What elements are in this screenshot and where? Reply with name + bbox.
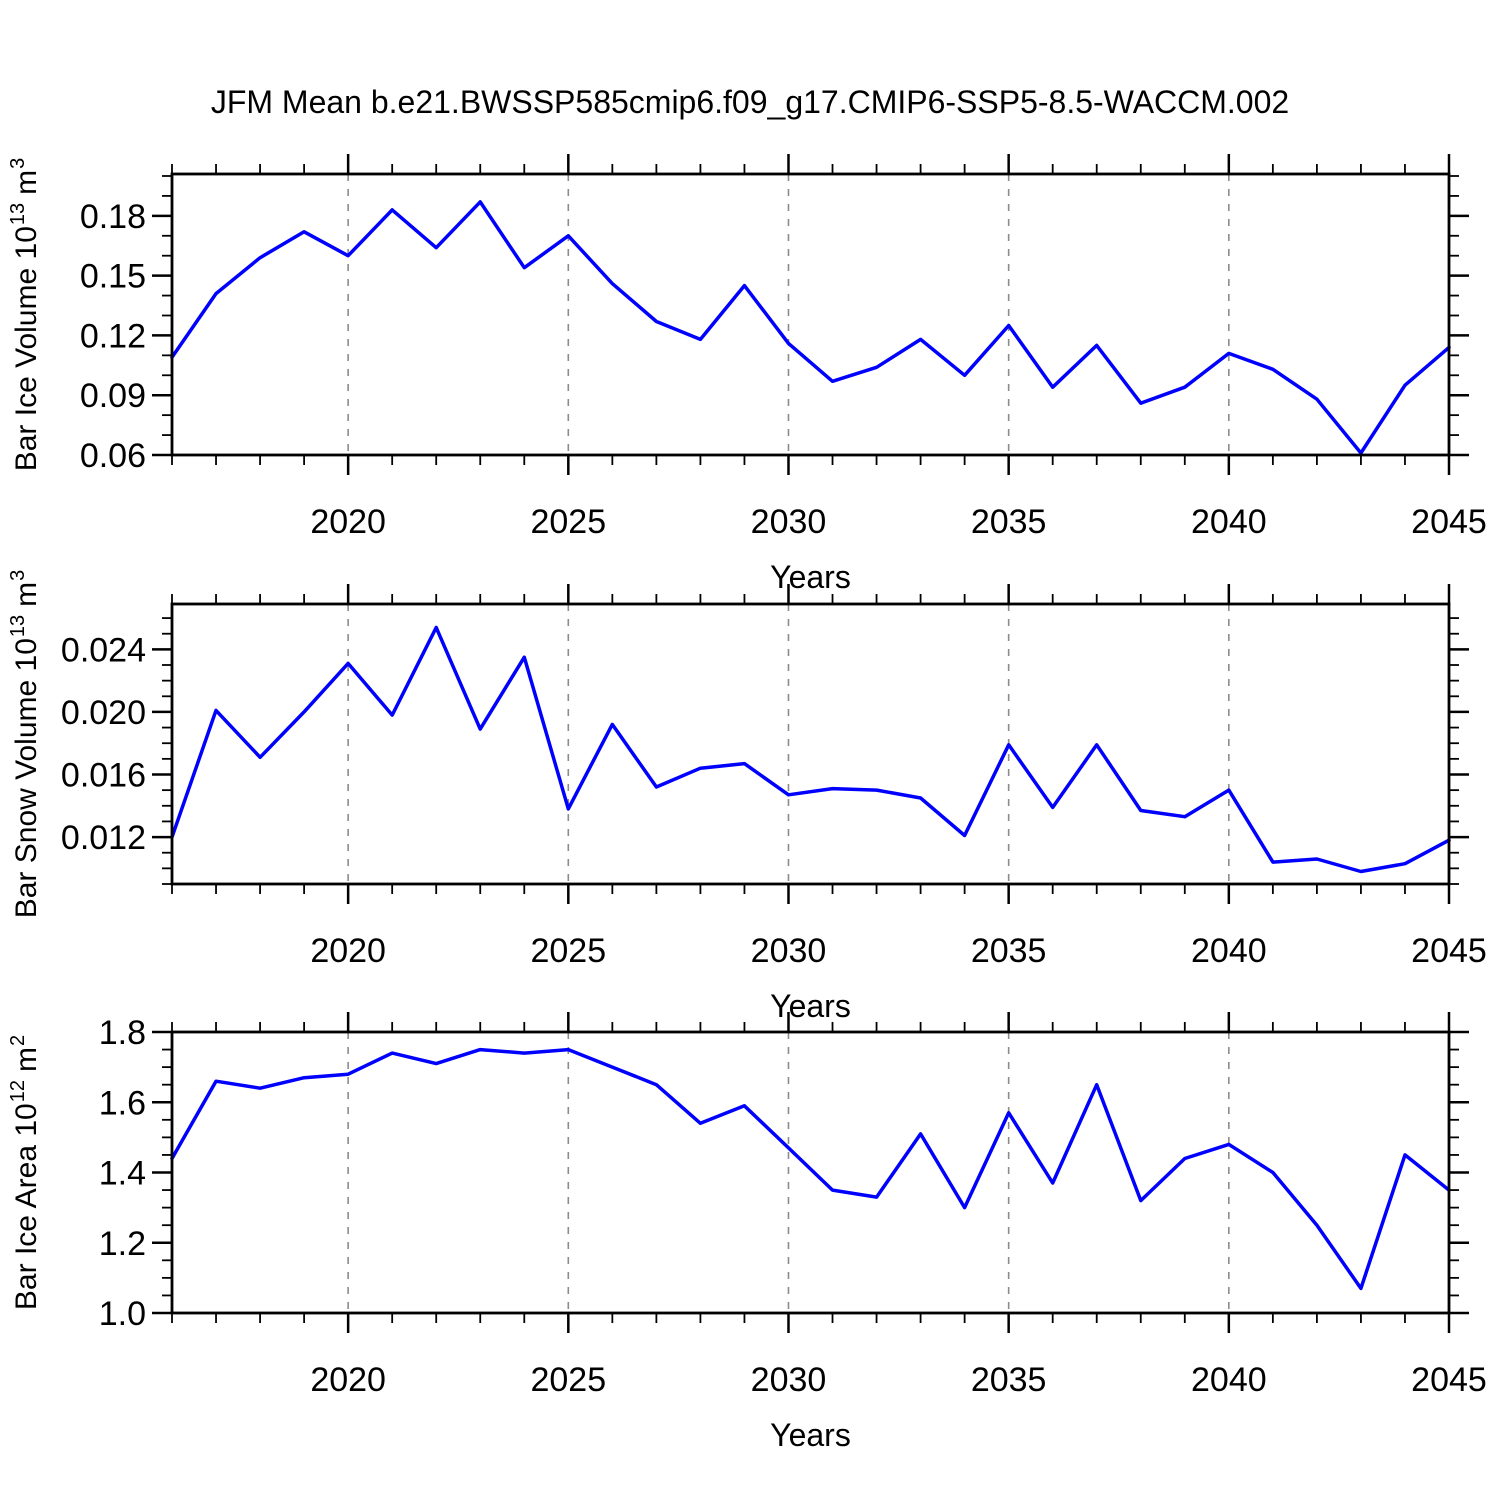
y-tick-label: 0.016	[61, 757, 146, 795]
y-tick-label: 1.0	[99, 1295, 146, 1333]
y-tick-label: 0.024	[61, 631, 146, 669]
plot-frame	[170, 602, 1451, 886]
x-tick-label: 2030	[751, 1361, 827, 1399]
x-tick-label: 2020	[310, 503, 386, 541]
y-tick-label: 1.6	[99, 1084, 146, 1122]
x-tick-label: 2045	[1411, 932, 1487, 970]
x-tick-label: 2035	[971, 503, 1047, 541]
x-tick-label: 2030	[751, 503, 827, 541]
x-tick-label: 2035	[971, 932, 1047, 970]
x-tick-label: 2035	[971, 1361, 1047, 1399]
x-tick-label: 2040	[1191, 932, 1267, 970]
y-tick-label: 1.8	[99, 1014, 146, 1052]
x-axis-title: Years	[770, 1417, 851, 1453]
x-tick-label: 2025	[530, 503, 606, 541]
x-tick-label: 2045	[1411, 503, 1487, 541]
x-axis-title: Years	[770, 988, 851, 1024]
y-tick-label: 0.09	[80, 377, 146, 415]
plot-frame	[170, 172, 1451, 457]
x-axis-title: Years	[770, 559, 851, 595]
y-tick-label: 0.15	[80, 258, 146, 296]
figure-title: JFM Mean b.e21.BWSSP585cmip6.f09_g17.CMI…	[211, 84, 1289, 120]
y-tick-label: 0.020	[61, 694, 146, 732]
data-line-bar-ice-area	[170, 1047, 1451, 1291]
x-tick-label: 2025	[530, 932, 606, 970]
data-line-bar-snow-volume	[170, 625, 1451, 874]
x-tick-label: 2030	[751, 932, 827, 970]
data-line-bar-ice-volume	[170, 200, 1451, 455]
y-tick-label: 0.18	[80, 198, 146, 236]
y-tick-label: 0.06	[80, 437, 146, 475]
x-tick-label: 2045	[1411, 1361, 1487, 1399]
x-tick-label: 2020	[310, 1361, 386, 1399]
x-tick-label: 2040	[1191, 1361, 1267, 1399]
y-axis-title: Bar Ice Area 1012m2	[7, 1035, 43, 1310]
x-tick-label: 2025	[530, 1361, 606, 1399]
y-axis-title: Bar Snow Volume 1013m3	[7, 570, 43, 919]
y-tick-label: 1.4	[99, 1155, 146, 1193]
x-tick-label: 2020	[310, 932, 386, 970]
panel-ice-area: 1.0 1.2 1.4 1.6 1.8 2020 2025 2030 2035 2040 2045 Y…	[7, 1012, 1487, 1453]
y-tick-label: 0.012	[61, 819, 146, 857]
y-tick-label: 0.12	[80, 317, 146, 355]
plot-frame	[170, 1030, 1451, 1315]
y-tick-label: 1.2	[99, 1225, 146, 1263]
panel-ice-volume: 0.06 0.09 0.12 0.15 0.18 2020 2025 2030 2035 2040…	[7, 154, 1487, 595]
x-tick-label: 2040	[1191, 503, 1267, 541]
y-axis-title: Bar Ice Volume 1013m3	[7, 158, 43, 472]
panel-snow-volume: 0.012 0.016 0.020 0.024 2020 2025 2030 2035 2040…	[7, 570, 1487, 1024]
